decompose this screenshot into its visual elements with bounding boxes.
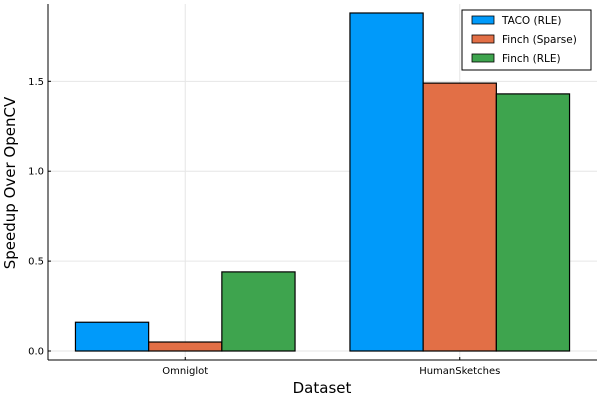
legend-swatch — [471, 15, 495, 25]
legend-label: Finch (Sparse) — [502, 34, 577, 46]
bar — [495, 93, 571, 352]
bars-group — [74, 12, 571, 352]
legend-label: TACO (RLE) — [501, 15, 562, 27]
bar — [74, 321, 150, 352]
legend: TACO (RLE) Finch (Sparse) Finch (RLE) — [461, 9, 592, 71]
bar — [349, 12, 424, 352]
bar — [148, 341, 223, 352]
legend-label: Finch (RLE) — [502, 53, 561, 65]
x-tick-label: HumanSketches — [419, 366, 500, 377]
legend-swatch — [471, 53, 495, 63]
axes — [47, 4, 597, 361]
tick-labels: 0.0 0.5 1.0 1.5 Omniglot HumanSketches — [28, 77, 500, 377]
y-tick-label: 0.5 — [28, 257, 44, 268]
x-axis-title: Dataset — [293, 379, 352, 397]
y-tick-label: 1.5 — [28, 77, 44, 88]
y-tick-label: 1.0 — [28, 167, 44, 178]
x-tick-label: Omniglot — [162, 366, 208, 377]
bar — [422, 82, 497, 352]
y-tick-label: 0.0 — [28, 347, 44, 358]
bar — [221, 271, 296, 352]
legend-swatch — [471, 34, 495, 44]
y-axis-title: Speedup Over OpenCV — [1, 96, 19, 269]
